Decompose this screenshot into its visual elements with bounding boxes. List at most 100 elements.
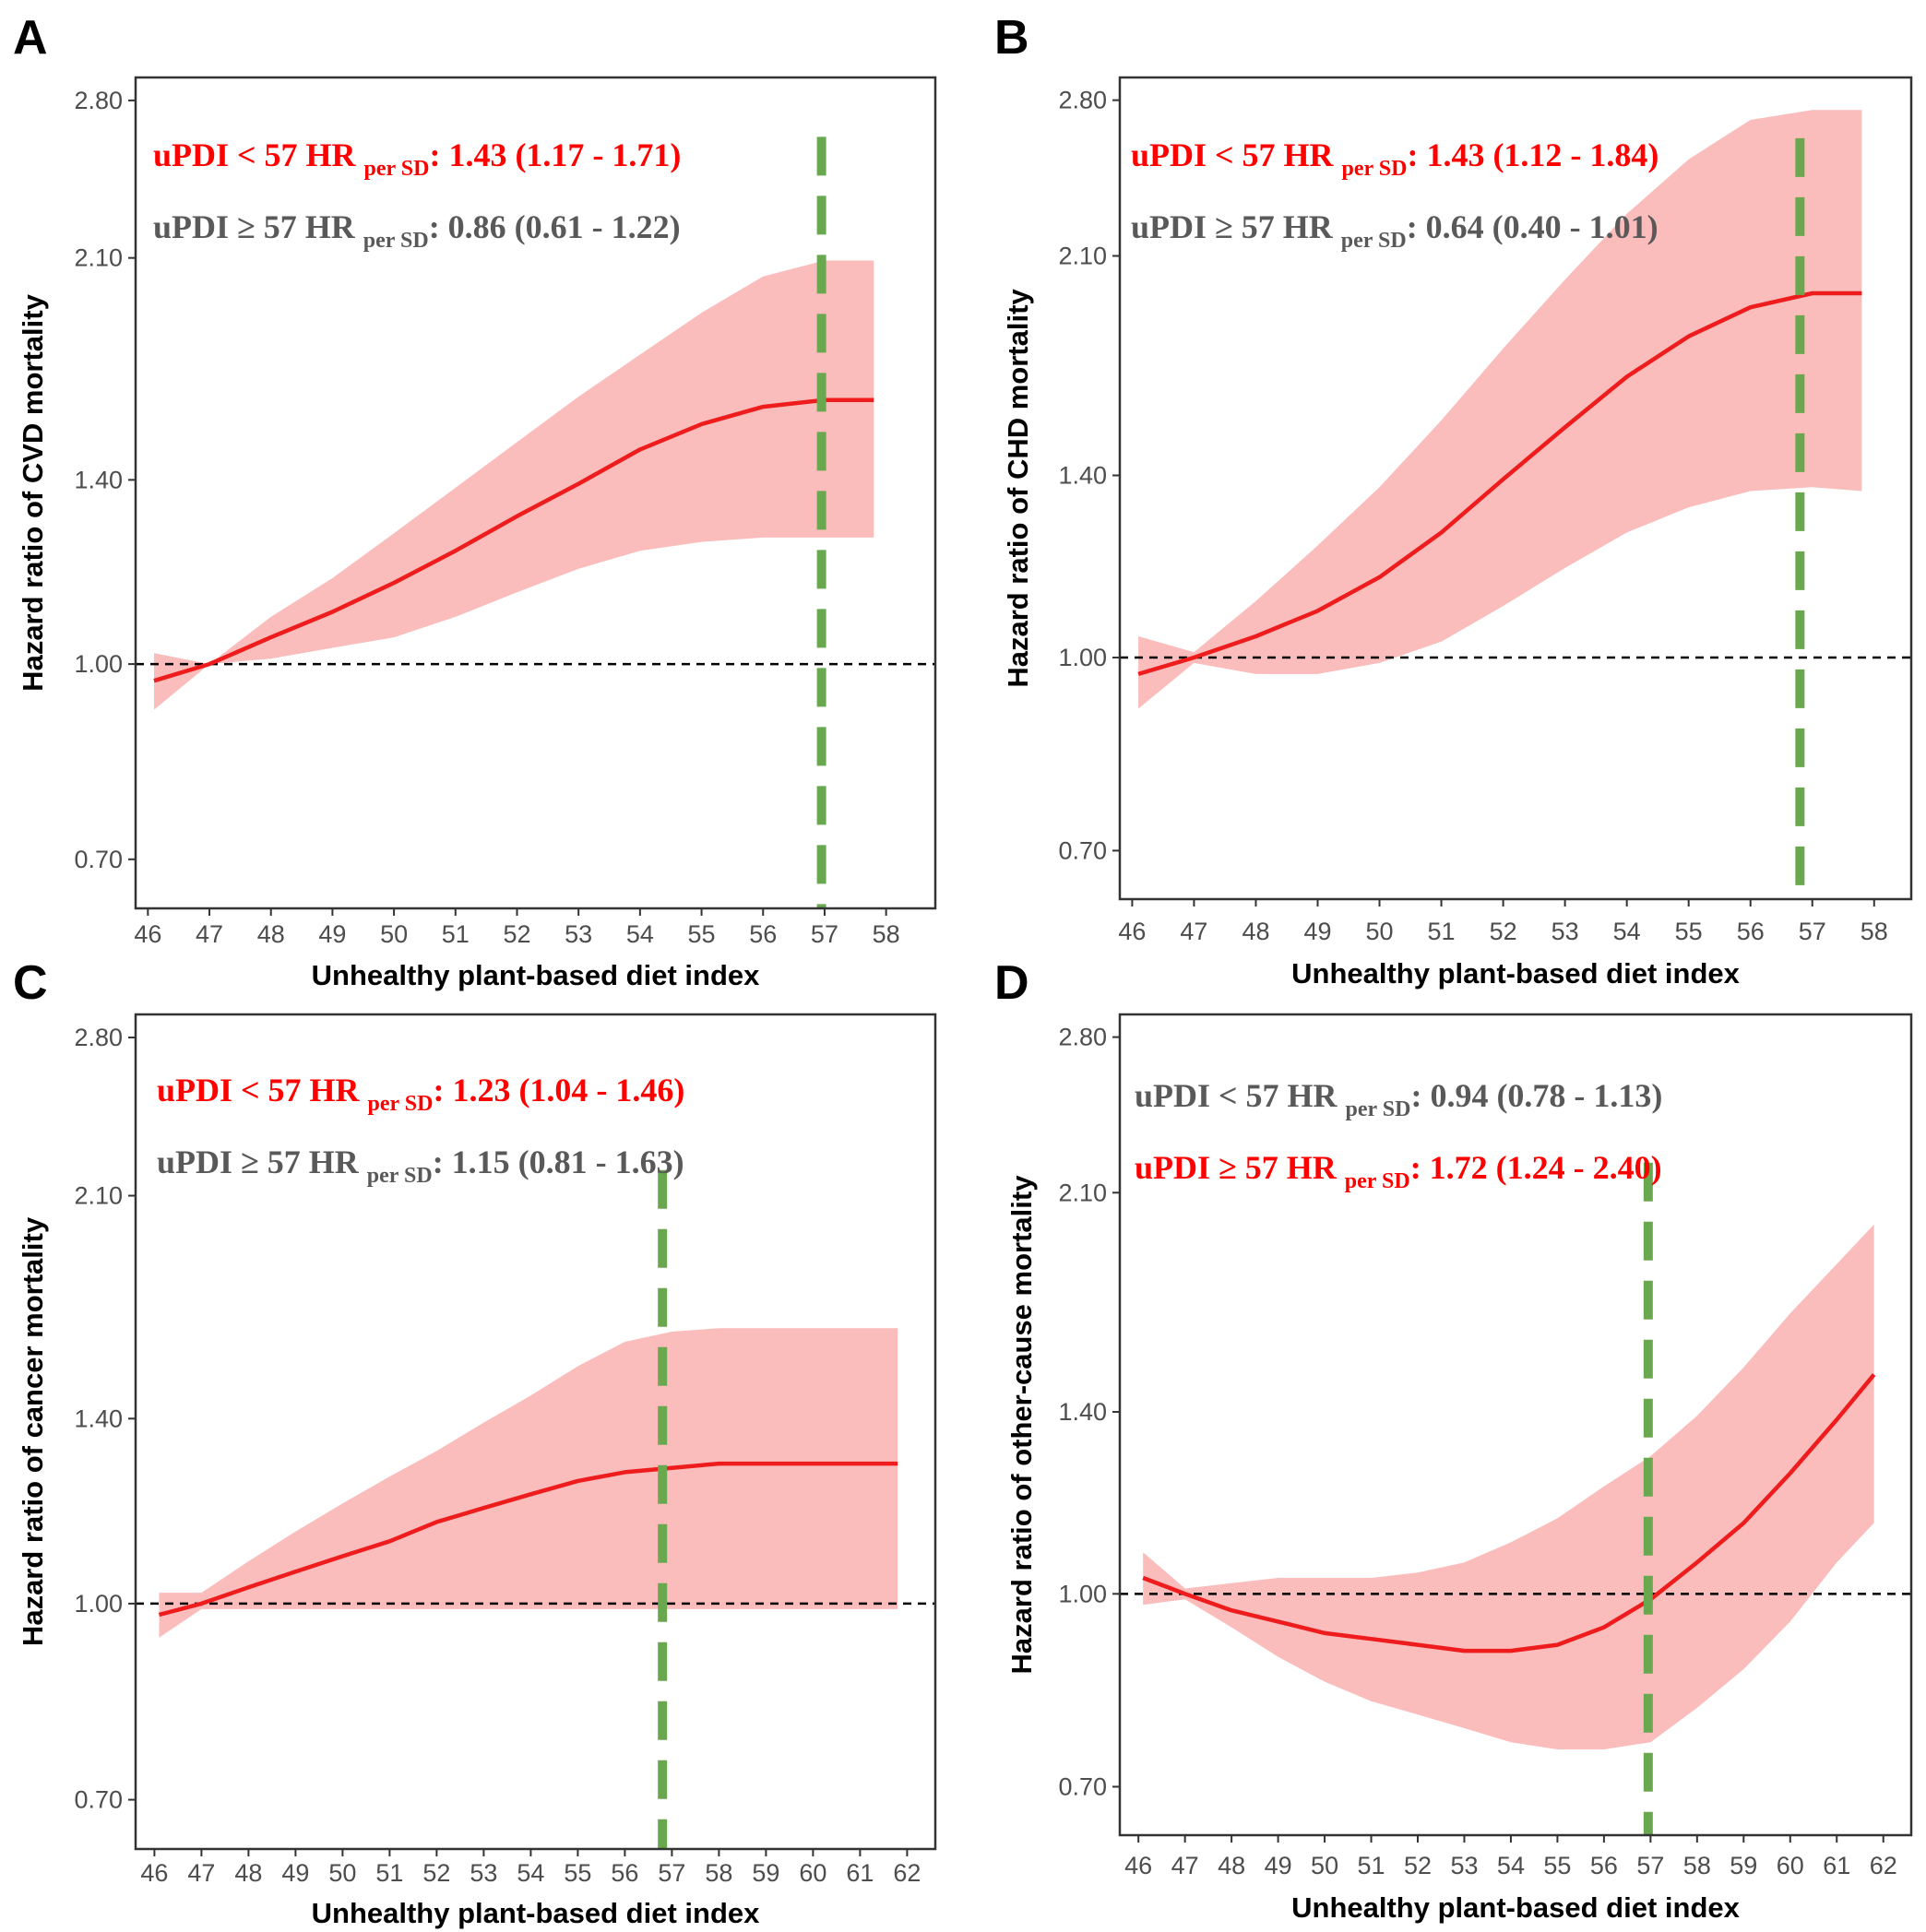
- y-tick-label: 2.10: [74, 244, 123, 272]
- x-tick-label: 56: [1737, 918, 1765, 945]
- x-tick-label: 47: [1171, 1852, 1199, 1879]
- hr-annotation: uPDI ≥ 57 HR per SD: 1.15 (0.81 - 1.63): [157, 1144, 684, 1188]
- x-tick-label: 52: [1404, 1852, 1432, 1879]
- y-axis-title: Hazard ratio of CHD mortality: [1002, 289, 1034, 688]
- hr-annotation: uPDI < 57 HR per SD: 1.43 (1.17 - 1.71): [153, 136, 681, 181]
- y-axis-title: Hazard ratio of cancer mortality: [17, 1216, 49, 1646]
- y-tick-label: 0.70: [1058, 836, 1107, 864]
- hr-curve: [153, 397, 874, 683]
- x-tick-label: 58: [1683, 1852, 1711, 1879]
- x-tick-label: 52: [503, 920, 530, 948]
- x-tick-label: 50: [328, 1859, 356, 1887]
- x-tick-label: 54: [1497, 1852, 1525, 1879]
- x-tick-label: 57: [1636, 1852, 1664, 1879]
- x-tick-label: 51: [1428, 918, 1456, 945]
- plot-border: [1118, 76, 1913, 901]
- x-tick-label: 53: [470, 1859, 497, 1887]
- x-tick-label: 62: [893, 1859, 921, 1887]
- x-tick-label: 55: [688, 920, 716, 948]
- y-tick-label: 1.00: [74, 1590, 123, 1618]
- panel-a: A 0.70 1.00 1.40 2.10 2.80 46 47 48 49 50 51 52 53 54 5…: [13, 11, 937, 991]
- plot-border: [134, 1013, 937, 1851]
- y-axis-title: Hazard ratio of other-cause mortality: [1005, 1175, 1038, 1675]
- x-axis-title: Unhealthy plant-based diet index: [312, 1897, 760, 1929]
- x-tick-label: 55: [1543, 1852, 1571, 1879]
- x-tick-label: 47: [196, 920, 223, 948]
- x-tick-label: 48: [1242, 918, 1269, 945]
- confidence-band: [1138, 110, 1862, 709]
- y-tick-label: 1.00: [1058, 1580, 1107, 1607]
- x-tick-label: 58: [1861, 918, 1888, 945]
- x-tick-label: 53: [1450, 1852, 1478, 1879]
- x-tick-label: 61: [846, 1859, 874, 1887]
- hr-annotation: uPDI < 57 HR per SD: 0.94 (0.78 - 1.13): [1135, 1077, 1662, 1121]
- x-tick-label: 46: [1124, 1852, 1152, 1879]
- x-tick-label: 53: [1552, 918, 1579, 945]
- hr-annotation: uPDI < 57 HR per SD: 1.23 (1.04 - 1.46): [157, 1072, 684, 1116]
- x-tick-label: 60: [799, 1859, 826, 1887]
- x-tick-label: 52: [1490, 918, 1517, 945]
- x-tick-label: 55: [1675, 918, 1703, 945]
- x-axis-title: Unhealthy plant-based diet index: [1291, 957, 1740, 990]
- x-tick-label: 50: [1311, 1852, 1338, 1879]
- x-tick-label: 49: [318, 920, 346, 948]
- panel-letter: D: [994, 956, 1029, 1010]
- x-tick-label: 53: [565, 920, 592, 948]
- y-tick-label: 2.80: [1058, 87, 1107, 114]
- y-tick-label: 1.00: [74, 650, 123, 678]
- hr-curve: [158, 1461, 898, 1618]
- x-tick-label: 51: [1358, 1852, 1385, 1879]
- x-tick-label: 58: [873, 920, 900, 948]
- y-tick-label: 1.40: [1058, 462, 1107, 490]
- y-axis-title: Hazard ratio of CVD mortality: [17, 293, 49, 691]
- x-tick-label: 62: [1870, 1852, 1897, 1879]
- y-tick-label: 2.80: [1058, 1024, 1107, 1051]
- plot-border: [134, 76, 937, 910]
- x-tick-label: 55: [564, 1859, 591, 1887]
- x-tick-label: 50: [1366, 918, 1394, 945]
- hr-annotation: uPDI ≥ 57 HR per SD: 0.64 (0.40 - 1.01): [1131, 208, 1658, 253]
- x-axis-title: Unhealthy plant-based diet index: [1291, 1891, 1740, 1924]
- hr-annotation: uPDI < 57 HR per SD: 1.43 (1.12 - 1.84): [1131, 136, 1658, 181]
- panel-b: B 0.70 1.00 1.40 2.10 2.80 46 47 48 49 50 51 52 53 54 5…: [994, 11, 1913, 990]
- x-tick-label: 58: [705, 1859, 732, 1887]
- confidence-band: [1143, 1224, 1874, 1749]
- x-tick-label: 46: [134, 920, 161, 948]
- x-tick-label: 49: [1303, 918, 1331, 945]
- x-axis-title: Unhealthy plant-based diet index: [312, 959, 760, 991]
- x-tick-label: 48: [257, 920, 285, 948]
- x-tick-label: 48: [234, 1859, 262, 1887]
- y-tick-label: 1.40: [74, 1405, 123, 1432]
- x-tick-label: 50: [380, 920, 408, 948]
- x-tick-label: 61: [1823, 1852, 1850, 1879]
- y-tick-label: 0.70: [74, 846, 123, 873]
- confidence-band: [154, 260, 874, 710]
- x-tick-label: 56: [749, 920, 777, 948]
- hr-curve: [1137, 290, 1862, 677]
- x-tick-label: 56: [1590, 1852, 1618, 1879]
- x-tick-label: 57: [658, 1859, 685, 1887]
- panel-letter: A: [13, 11, 48, 65]
- panel-c: C 0.70 1.00 1.40 2.10 2.80 46 47 48 49 50 51 52 53 54 5…: [13, 956, 937, 1929]
- panel-letter: C: [13, 956, 48, 1010]
- x-tick-label: 56: [611, 1859, 638, 1887]
- x-tick-label: 47: [187, 1859, 215, 1887]
- hr-annotation: uPDI ≥ 57 HR per SD: 1.72 (1.24 - 2.40): [1135, 1149, 1662, 1193]
- panel-letter: B: [994, 11, 1029, 65]
- x-tick-label: 54: [1613, 918, 1641, 945]
- x-tick-label: 59: [1730, 1852, 1757, 1879]
- y-tick-label: 1.40: [74, 466, 123, 493]
- y-tick-label: 1.40: [1058, 1398, 1107, 1426]
- x-tick-label: 48: [1218, 1852, 1245, 1879]
- confidence-band: [159, 1328, 898, 1638]
- y-tick-label: 0.70: [74, 1786, 123, 1814]
- x-tick-label: 54: [626, 920, 654, 948]
- x-tick-label: 57: [811, 920, 838, 948]
- y-tick-label: 2.80: [74, 87, 123, 114]
- x-tick-label: 47: [1180, 918, 1207, 945]
- y-tick-label: 2.10: [1058, 1179, 1107, 1206]
- x-tick-label: 49: [281, 1859, 309, 1887]
- hr-curve: [1142, 1373, 1876, 1653]
- plot-border: [1118, 1013, 1913, 1837]
